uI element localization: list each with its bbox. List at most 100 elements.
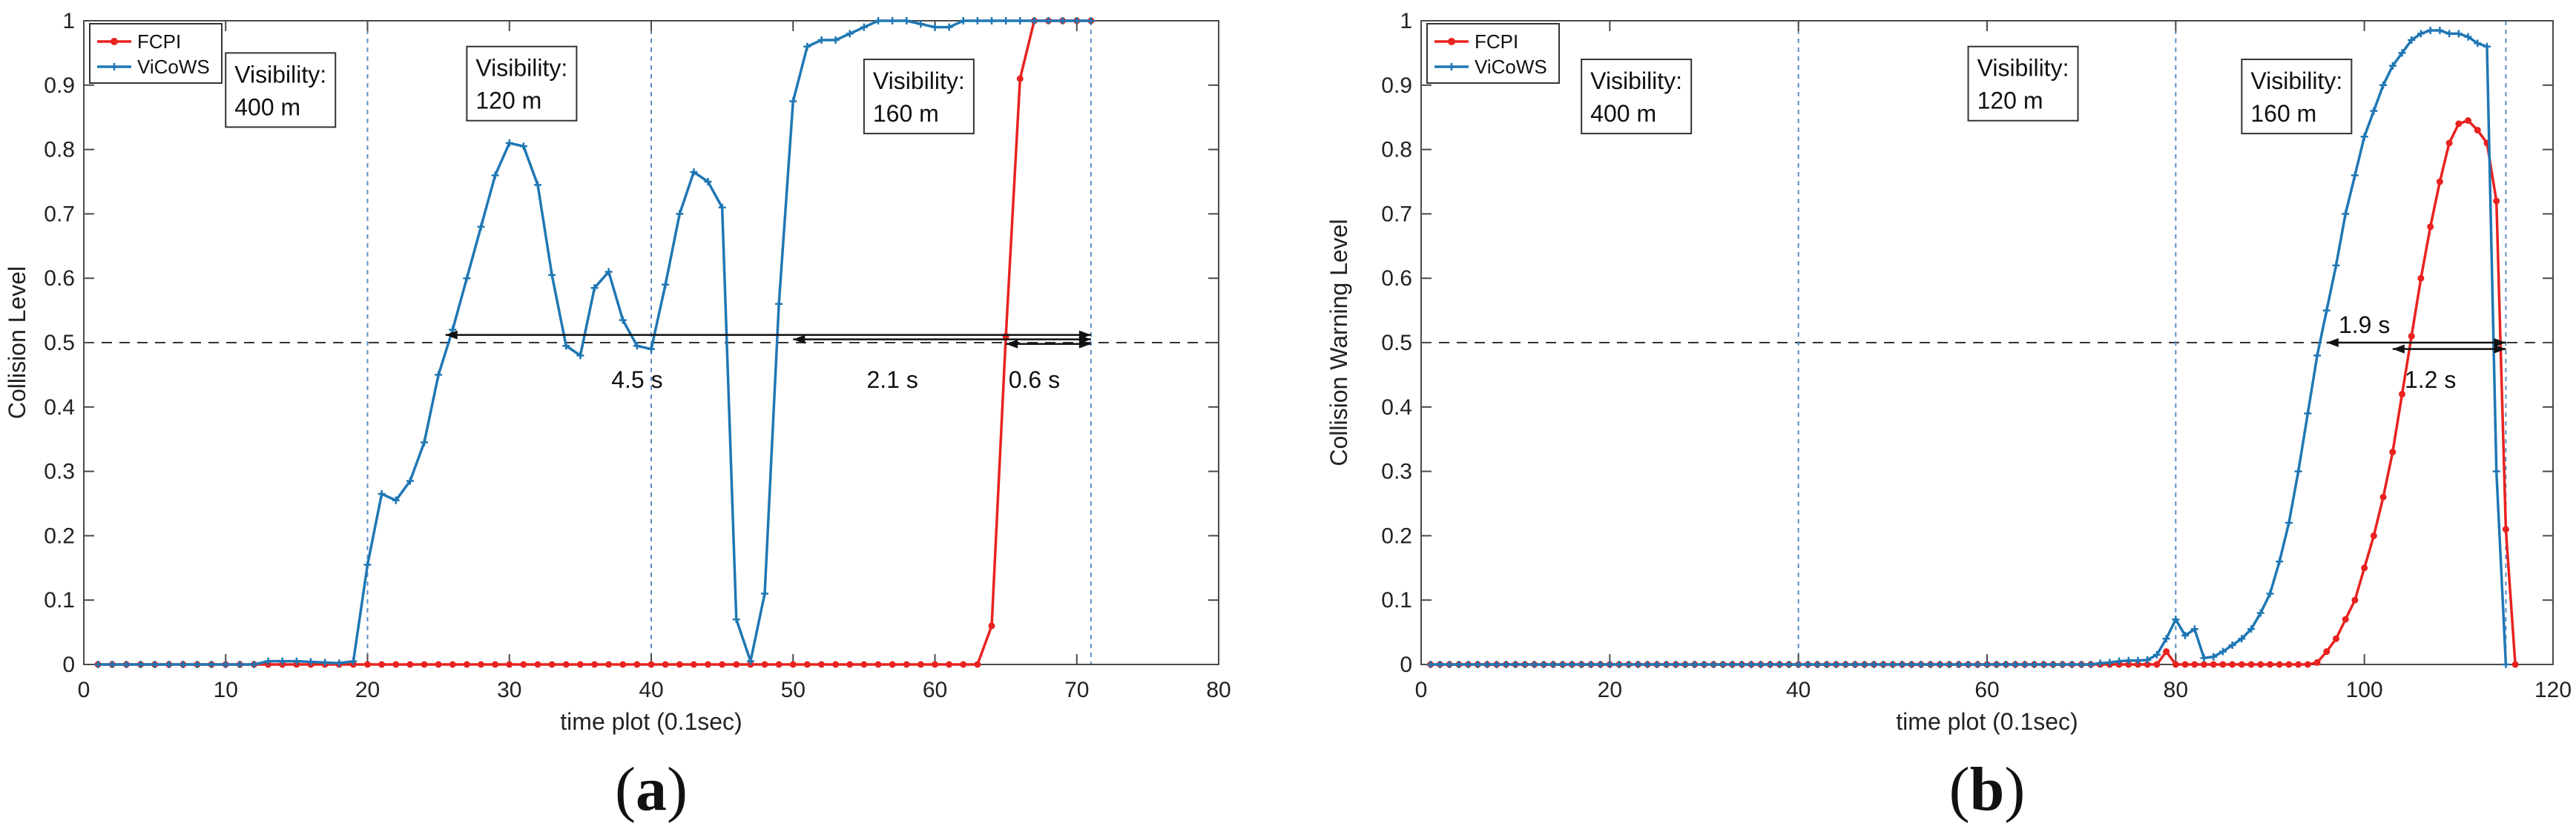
data-point-vicows — [1851, 661, 1859, 668]
legend-label-vicows: ViCoWS — [137, 56, 210, 78]
data-point-fcpi — [733, 661, 740, 668]
data-point-vicows — [1738, 661, 1746, 668]
y-tick-label: 0.4 — [44, 395, 75, 420]
data-point-fcpi — [2257, 661, 2264, 668]
data-point-vicows — [959, 17, 967, 24]
data-point-fcpi — [648, 661, 655, 668]
data-point-vicows — [2464, 33, 2472, 41]
y-tick-label: 0 — [62, 653, 75, 677]
data-point-fcpi — [605, 661, 613, 668]
data-point-vicows — [1662, 661, 1670, 668]
data-point-fcpi — [775, 661, 783, 668]
data-point-fcpi — [2285, 661, 2293, 668]
interval-label: 4.5 s — [611, 366, 662, 393]
data-point-vicows — [463, 274, 471, 283]
data-point-fcpi — [591, 661, 598, 668]
caption-paren-open: ( — [1949, 755, 1970, 824]
x-tick-label: 80 — [2164, 678, 2188, 702]
data-point-fcpi — [803, 661, 811, 668]
data-point-vicows — [1002, 17, 1010, 24]
data-point-vicows — [2020, 661, 2029, 668]
data-point-vicows — [2370, 107, 2378, 115]
y-tick-label: 0.4 — [1381, 395, 1412, 420]
x-tick-label: 40 — [1786, 678, 1811, 702]
visibility-box — [1581, 59, 1693, 135]
data-point-vicows — [605, 268, 613, 276]
visibility-box-value: 120 m — [1977, 88, 2043, 114]
visibility-box-value: 400 m — [1590, 100, 1656, 127]
chart-a: 0 10 20 30 40 50 60 70 80 0 0.1 0.2 0.3 0.4 0.5 0.6 0.7 0… — [4, 9, 1231, 824]
data-point-vicows — [2238, 635, 2246, 643]
data-point-fcpi — [2408, 332, 2415, 340]
data-point-fcpi — [2361, 564, 2368, 572]
data-point-vicows — [2068, 661, 2076, 668]
data-point-vicows — [1917, 661, 1925, 668]
data-point-fcpi — [392, 661, 400, 668]
data-point-vicows — [2408, 36, 2416, 44]
legend-marker-vicows — [111, 63, 118, 70]
data-point-vicows — [2181, 631, 2190, 639]
data-point-fcpi — [506, 661, 513, 668]
data-point-vicows — [1530, 661, 1538, 668]
legend-label-fcpi: FCPI — [1475, 30, 1518, 53]
data-point-fcpi — [2455, 120, 2463, 128]
data-point-fcpi — [364, 661, 371, 668]
data-point-vicows — [222, 661, 230, 668]
data-point-vicows — [732, 616, 740, 624]
data-point-vicows — [803, 42, 811, 50]
data-point-fcpi — [2417, 274, 2425, 282]
data-point-vicows — [1540, 661, 1548, 668]
data-point-fcpi — [2153, 661, 2161, 668]
data-point-fcpi — [960, 661, 967, 668]
y-tick-label: 0.8 — [1381, 138, 1412, 162]
data-point-vicows — [2218, 647, 2227, 656]
data-point-fcpi — [2502, 526, 2509, 533]
data-point-fcpi — [690, 661, 697, 668]
data-point-vicows — [2134, 656, 2142, 664]
y-tick-label: 0.6 — [1381, 266, 1412, 291]
y-tick-label: 1 — [1400, 9, 1412, 33]
data-point-vicows — [1804, 661, 1812, 668]
data-point-vicows — [534, 181, 541, 189]
data-point-vicows — [1936, 661, 1944, 668]
data-point-vicows — [2247, 625, 2256, 633]
legend-box — [1426, 23, 1560, 84]
y-tick-label: 0.9 — [1381, 73, 1412, 98]
data-point-vicows — [619, 316, 627, 324]
data-point-fcpi — [633, 661, 641, 668]
data-point-fcpi — [2427, 223, 2434, 231]
legend-marker-vicows — [1448, 63, 1455, 70]
y-tick-label: 0.9 — [44, 73, 75, 98]
data-point-vicows — [860, 23, 868, 31]
x-tick-label: 60 — [1974, 678, 1999, 702]
data-point-fcpi — [2172, 661, 2179, 668]
data-point-vicows — [2332, 261, 2340, 269]
data-point-vicows — [122, 661, 131, 668]
data-point-fcpi — [463, 661, 470, 668]
data-point-vicows — [2172, 616, 2180, 624]
data-point-fcpi — [719, 661, 726, 668]
interval-arrowhead-right — [2494, 344, 2506, 354]
data-point-fcpi — [2370, 532, 2377, 539]
data-point-vicows — [1634, 661, 1642, 668]
data-point-vicows — [889, 17, 897, 24]
data-point-fcpi — [492, 661, 499, 668]
data-point-vicows — [704, 178, 712, 185]
data-point-vicows — [1615, 661, 1624, 668]
data-point-vicows — [648, 345, 655, 353]
data-point-fcpi — [2247, 661, 2255, 668]
data-point-fcpi — [2181, 661, 2189, 668]
data-point-vicows — [250, 661, 258, 668]
data-point-fcpi — [421, 661, 428, 668]
x-tick-label: 20 — [355, 678, 380, 702]
data-point-fcpi — [789, 661, 797, 668]
caption-paren-open: ( — [615, 755, 636, 824]
legend-label-fcpi: FCPI — [137, 30, 181, 53]
data-point-vicows — [988, 17, 995, 24]
panel-caption: (a) — [615, 755, 688, 824]
data-point-vicows — [292, 657, 300, 665]
data-point-fcpi — [1016, 75, 1024, 82]
data-point-vicows — [1436, 661, 1444, 668]
visibility-box — [1967, 45, 2079, 122]
data-point-fcpi — [2210, 661, 2217, 668]
